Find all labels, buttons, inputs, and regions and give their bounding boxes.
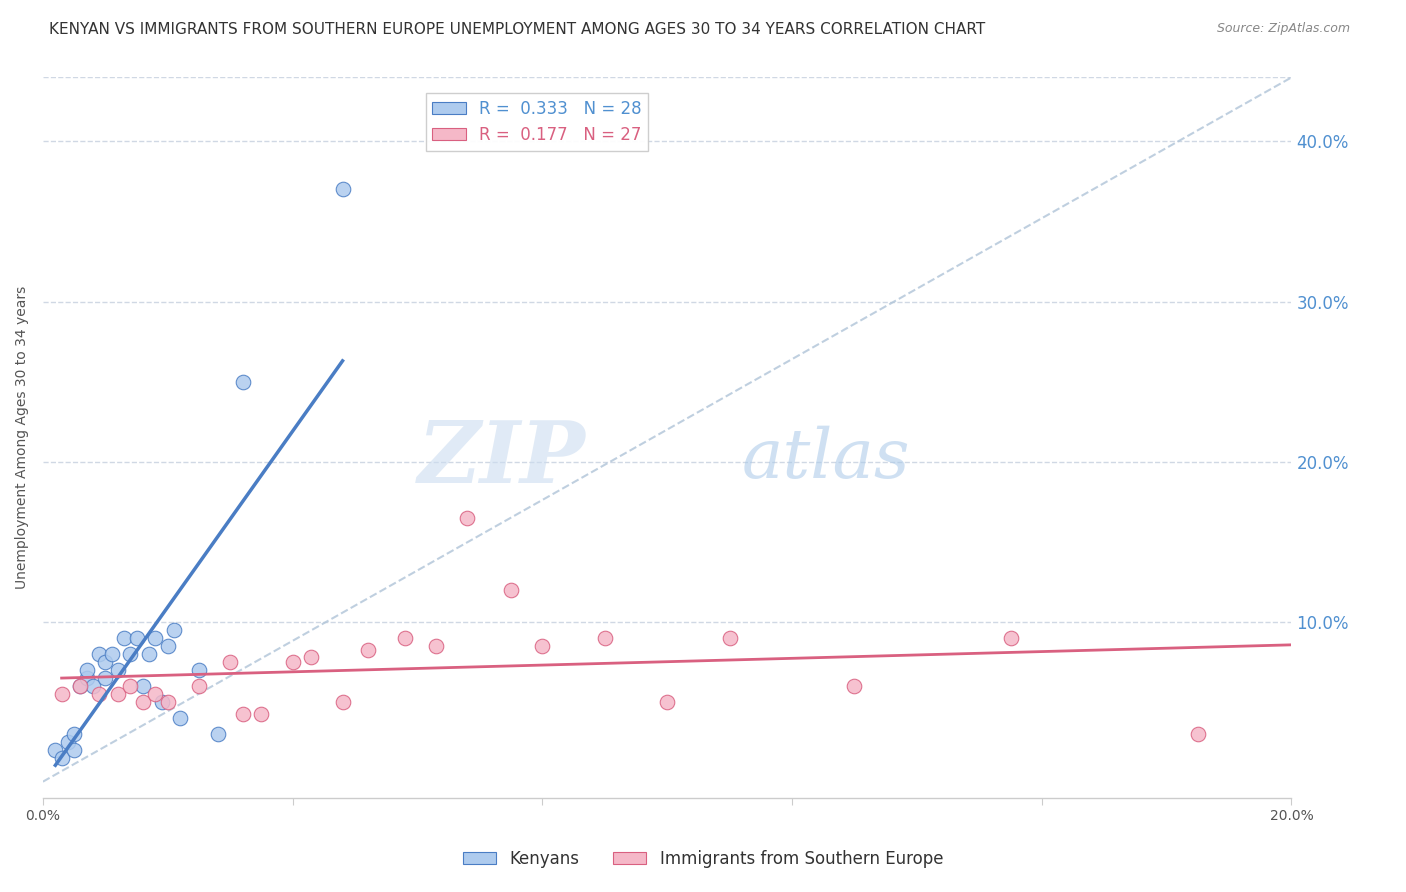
Point bbox=[156, 639, 179, 653]
Point bbox=[76, 663, 98, 677]
Point bbox=[593, 631, 616, 645]
Text: KENYAN VS IMMIGRANTS FROM SOUTHERN EUROPE UNEMPLOYMENT AMONG AGES 30 TO 34 YEARS: KENYAN VS IMMIGRANTS FROM SOUTHERN EUROP… bbox=[49, 22, 986, 37]
Y-axis label: Unemployment Among Ages 30 to 34 years: Unemployment Among Ages 30 to 34 years bbox=[15, 286, 30, 590]
Point bbox=[207, 726, 229, 740]
Point bbox=[132, 695, 155, 709]
Legend: Kenyans, Immigrants from Southern Europe: Kenyans, Immigrants from Southern Europe bbox=[457, 844, 949, 875]
Point bbox=[120, 679, 142, 693]
Point bbox=[501, 582, 523, 597]
Point bbox=[143, 687, 166, 701]
Point bbox=[143, 631, 166, 645]
Point bbox=[107, 687, 129, 701]
Point bbox=[132, 679, 155, 693]
Point bbox=[150, 695, 173, 709]
Point bbox=[250, 707, 273, 722]
Point bbox=[356, 643, 378, 657]
Point bbox=[63, 726, 86, 740]
Point bbox=[120, 647, 142, 661]
Point bbox=[94, 671, 117, 685]
Point bbox=[94, 655, 117, 669]
Point bbox=[69, 679, 91, 693]
Point bbox=[188, 679, 211, 693]
Text: Source: ZipAtlas.com: Source: ZipAtlas.com bbox=[1216, 22, 1350, 36]
Point bbox=[156, 695, 179, 709]
Point bbox=[281, 655, 304, 669]
Point bbox=[232, 707, 254, 722]
Point bbox=[69, 679, 91, 693]
Point bbox=[1000, 631, 1022, 645]
Point bbox=[232, 375, 254, 389]
Legend: R =  0.333   N = 28, R =  0.177   N = 27: R = 0.333 N = 28, R = 0.177 N = 27 bbox=[426, 93, 648, 151]
Text: ZIP: ZIP bbox=[418, 417, 586, 501]
Point bbox=[1187, 726, 1209, 740]
Point bbox=[63, 742, 86, 756]
Point bbox=[100, 647, 122, 661]
Point bbox=[56, 734, 79, 748]
Point bbox=[718, 631, 741, 645]
Point bbox=[51, 750, 73, 764]
Point bbox=[394, 631, 416, 645]
Point bbox=[107, 663, 129, 677]
Point bbox=[531, 639, 554, 653]
Point bbox=[125, 631, 148, 645]
Point bbox=[844, 679, 866, 693]
Point bbox=[425, 639, 447, 653]
Point bbox=[188, 663, 211, 677]
Point bbox=[87, 647, 110, 661]
Text: atlas: atlas bbox=[742, 425, 911, 492]
Point bbox=[138, 647, 160, 661]
Point bbox=[163, 623, 186, 637]
Point bbox=[87, 687, 110, 701]
Point bbox=[332, 182, 354, 196]
Point bbox=[219, 655, 242, 669]
Point bbox=[76, 671, 98, 685]
Point bbox=[332, 695, 354, 709]
Point bbox=[657, 695, 679, 709]
Point bbox=[82, 679, 104, 693]
Point bbox=[51, 687, 73, 701]
Point bbox=[44, 742, 66, 756]
Point bbox=[456, 510, 478, 524]
Point bbox=[112, 631, 135, 645]
Point bbox=[299, 649, 322, 664]
Point bbox=[169, 711, 191, 725]
